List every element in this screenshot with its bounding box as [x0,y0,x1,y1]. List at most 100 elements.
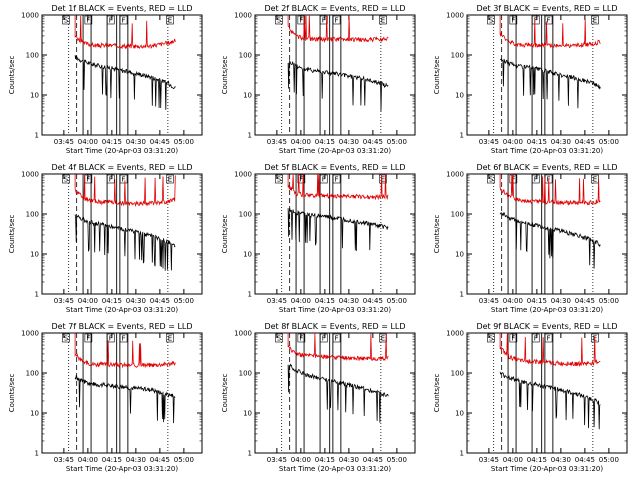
panel-title: Det 1f BLACK = Events, RED = LLD [51,4,192,13]
y-tick-label: 1000 [234,171,252,179]
y-tick-label: 1000 [446,330,464,338]
y-tick-label: 1000 [21,330,39,338]
x-tick-label: 04:30 [339,297,359,305]
x-tick-label: 04:30 [126,297,146,305]
lld-series-line [499,15,601,49]
y-tick-label: 100 [451,211,464,219]
plot-frame [41,14,203,136]
flag-label: F [86,335,90,343]
x-tick-label: 04:15 [527,456,547,464]
x-axis-label: Start Time (20-Apr-03 03:31:20) [491,306,603,314]
flag-box [275,333,283,343]
flag-label: F [322,17,326,25]
y-tick-label: 100 [26,211,39,219]
flag-label: S [277,176,282,184]
y-tick-label: 10 [455,92,464,100]
y-tick-label: 1000 [234,12,252,20]
flag-box [106,174,115,184]
flag-label: F [547,335,551,343]
flag-label: F [109,176,113,184]
detector-panel-7: Det 7f BLACK = Events, RED = LLD Counts/s… [8,322,203,473]
y-tick-label: 10 [455,251,464,259]
flag-label: E [381,17,385,25]
x-tick-label: 04:00 [78,456,98,464]
x-tick-label: 05:00 [387,297,407,305]
detector-panel-8: Det 8f BLACK = Events, RED = LLD Counts/s… [221,322,416,473]
x-tick-label: 04:45 [363,297,383,305]
y-tick-label: 1 [35,132,39,140]
y-tick-label: 1 [460,450,464,458]
y-tick-label: 10 [30,410,39,418]
flag-box [166,174,174,184]
flag-box [319,174,328,184]
x-tick-label: 04:15 [102,456,122,464]
panel-title: Det 8f BLACK = Events, RED = LLD [264,322,405,331]
y-axis-label: Counts/sec [221,374,229,413]
flag-label: E [168,335,172,343]
x-tick-label: 04:00 [291,297,311,305]
x-tick-label: 04:30 [126,138,146,146]
y-tick-label: 10 [243,251,252,259]
detector-panel-6: Det 6f BLACK = Events, RED = LLD Counts/s… [433,163,628,314]
lld-series-line [287,14,389,43]
x-tick-label: 04:45 [150,138,170,146]
events-series-line [499,371,601,430]
x-axis-label: Start Time (20-Apr-03 03:31:20) [66,306,178,314]
flag-label: F [534,17,538,25]
x-tick-label: 03:45 [54,456,74,464]
flag-label: F [335,335,339,343]
x-tick-label: 04:45 [575,297,595,305]
y-tick-label: 100 [239,370,252,378]
flag-box [509,15,518,25]
flag-label: E [381,335,385,343]
x-tick-label: 04:45 [150,456,170,464]
x-tick-label: 05:00 [599,138,619,146]
flag-box [119,333,128,343]
x-tick-label: 04:00 [503,138,523,146]
x-tick-label: 04:45 [575,138,595,146]
panel-title: Det 4f BLACK = Events, RED = LLD [51,163,192,172]
flag-label: F [299,176,303,184]
flag-box [379,174,387,184]
flag-label: S [64,335,69,343]
plot-frame [254,332,416,454]
x-tick-label: 05:00 [174,297,194,305]
flag-box [84,333,93,343]
lld-series-line [499,332,601,368]
flag-label: F [335,17,339,25]
events-series-line [287,363,389,423]
events-series-line [74,55,176,110]
y-tick-label: 1 [35,450,39,458]
flag-box [544,333,553,343]
x-axis-label: Start Time (20-Apr-03 03:31:20) [279,147,391,155]
flag-label: S [64,17,69,25]
plot-frame [254,173,416,295]
x-tick-label: 03:45 [267,138,287,146]
flag-box [332,174,341,184]
panel-title: Det 7f BLACK = Events, RED = LLD [51,322,192,331]
events-series-line [74,214,176,271]
x-tick-label: 03:45 [479,297,499,305]
flag-label: F [322,335,326,343]
lld-series-line [499,173,601,206]
flag-box [531,174,540,184]
flag-box [62,174,70,184]
x-tick-label: 04:15 [102,138,122,146]
lld-series-line [287,332,389,362]
x-tick-label: 03:45 [267,456,287,464]
y-tick-label: 100 [239,211,252,219]
flag-box [166,333,174,343]
flag-box [275,15,283,25]
flag-label: F [335,176,339,184]
flag-label: F [86,176,90,184]
y-tick-label: 10 [455,410,464,418]
flag-box [487,333,495,343]
flag-box [166,15,174,25]
x-tick-label: 04:45 [363,138,383,146]
flag-box [531,333,540,343]
x-tick-label: 05:00 [174,456,194,464]
panel-title: Det 3f BLACK = Events, RED = LLD [476,4,617,13]
x-tick-label: 04:00 [78,138,98,146]
lld-series-line [74,173,176,207]
flag-box [297,174,306,184]
